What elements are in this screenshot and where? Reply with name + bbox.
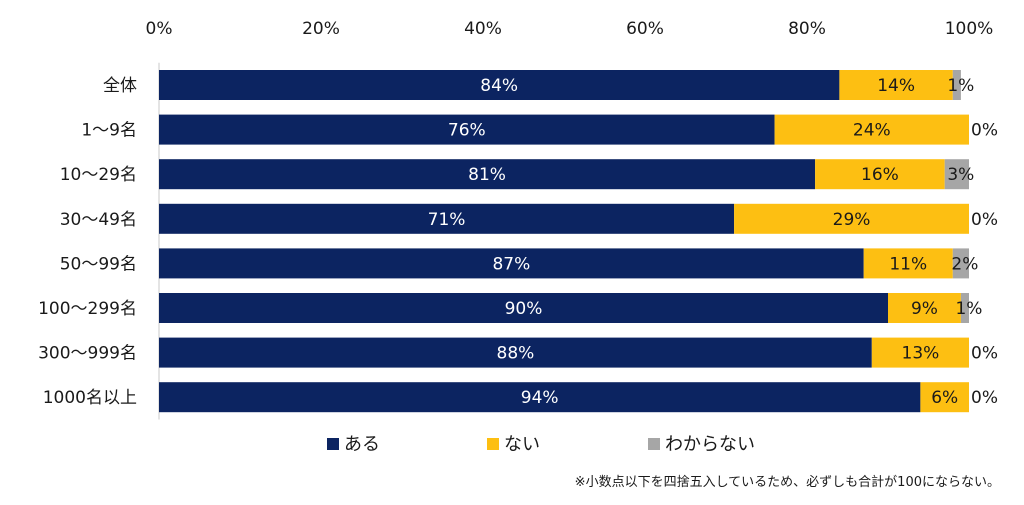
- bar-segment: [888, 293, 961, 323]
- x-tick-label: 80%: [788, 19, 826, 39]
- x-tick-label: 40%: [464, 19, 502, 39]
- bar-value-label: 0%: [971, 344, 998, 364]
- category-label: 10～29名: [60, 165, 137, 185]
- bar-value-label: 81%: [468, 165, 506, 185]
- bar-value-label: 84%: [480, 76, 518, 96]
- bar-segment: [863, 248, 953, 279]
- bar-segment: [920, 382, 969, 413]
- legend-label: ある: [344, 434, 380, 455]
- legend-label: わからない: [665, 434, 755, 455]
- category-label: 100～299名: [38, 299, 137, 319]
- bar-segment: [159, 159, 816, 190]
- legend-swatch: [487, 438, 499, 450]
- category-label: 1000名以上: [43, 388, 137, 408]
- bar-value-label: 0%: [971, 210, 998, 230]
- bar-segment: [774, 114, 969, 145]
- bar-value-label: 6%: [931, 388, 958, 408]
- bar-value-label: 11%: [889, 254, 927, 274]
- bar-segment: [734, 203, 969, 234]
- bar-segment: [839, 70, 953, 100]
- bar-value-label: 16%: [861, 165, 899, 185]
- bar-segment: [159, 114, 775, 145]
- bar-value-label: 9%: [911, 299, 938, 319]
- footnote: ※小数点以下を四捨五入しているため、必ずしも合計が100にならない。: [575, 474, 1000, 490]
- bar-value-label: 94%: [521, 388, 559, 408]
- bar-segment: [159, 337, 872, 368]
- category-label: 1～9名: [81, 121, 137, 141]
- bar-value-label: 88%: [497, 344, 535, 364]
- bar-value-labels: 84% 14% 1% 76% 24% 0% 81% 16% 3% 71% 29% 0% 87% 11% 2%…: [428, 76, 998, 408]
- x-tick-label: 60%: [626, 19, 664, 39]
- category-label: 50～99名: [60, 254, 137, 274]
- bar-segment: [944, 159, 969, 190]
- category-label: 30～49名: [60, 210, 137, 230]
- x-tick-label: 20%: [302, 19, 340, 39]
- bar-value-label: 2%: [951, 254, 978, 274]
- bar-segment: [159, 248, 864, 279]
- bar-segment: [159, 382, 921, 413]
- bar-value-label: 1%: [947, 76, 974, 96]
- legend: ある ない わからない: [327, 434, 755, 455]
- legend-swatch: [327, 438, 339, 450]
- bar-segment: [952, 70, 961, 100]
- category-label: 全体: [103, 76, 137, 96]
- bar-value-label: 0%: [971, 121, 998, 141]
- bar-segment: [159, 70, 840, 100]
- legend-label: ない: [504, 434, 540, 455]
- bar-segment: [871, 337, 969, 368]
- category-labels: 全体 1～9名 10～29名 30～49名 50～99名 100～299名 300～999名…: [38, 76, 137, 408]
- bar-segment: [159, 203, 735, 234]
- bar-value-label: 90%: [505, 299, 543, 319]
- bar-segment: [952, 248, 969, 279]
- bar-value-label: 13%: [902, 344, 940, 364]
- legend-swatch: [648, 438, 660, 450]
- bar-value-label: 87%: [492, 254, 530, 274]
- x-tick-label: 0%: [146, 19, 173, 39]
- bar-value-label: 76%: [448, 121, 486, 141]
- x-tick-label: 100%: [945, 19, 994, 39]
- bars: [159, 70, 969, 413]
- bar-segment: [960, 293, 969, 323]
- bar-value-label: 0%: [971, 388, 998, 408]
- bar-value-label: 3%: [947, 165, 974, 185]
- category-label: 300～999名: [38, 344, 137, 364]
- bar-segment: [815, 159, 945, 190]
- x-axis-tick-labels: 0% 20% 40% 60% 80% 100%: [146, 19, 994, 39]
- bar-value-label: 1%: [955, 299, 982, 319]
- bar-value-label: 14%: [877, 76, 915, 96]
- bar-value-label: 71%: [428, 210, 466, 230]
- bar-segment: [159, 293, 888, 323]
- bar-value-label: 24%: [853, 121, 891, 141]
- bar-value-label: 29%: [833, 210, 871, 230]
